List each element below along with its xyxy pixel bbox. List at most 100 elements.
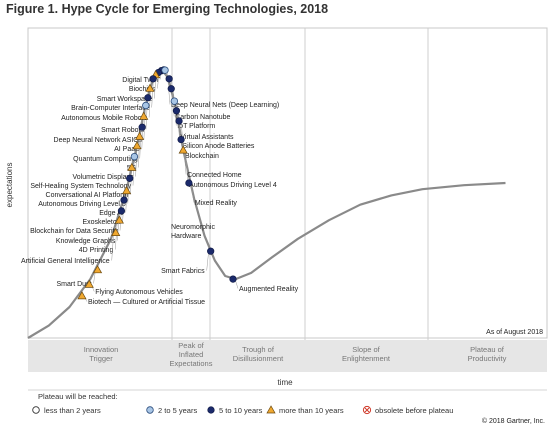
legend-marker-lt2 [32, 406, 40, 414]
point-autonomous-mobile-robots [149, 75, 157, 83]
legend-label-2to5: 2 to 5 years [158, 406, 197, 415]
point-augmented-reality [229, 275, 237, 283]
point-edge-ai [126, 174, 134, 182]
point-smart-fabrics [207, 247, 215, 255]
copyright: © 2018 Gartner, Inc. [482, 417, 545, 425]
leader-line [122, 190, 125, 222]
as-of-note: As of August 2018 [486, 329, 543, 336]
point-smart-dust-label: Smart Dust [57, 281, 92, 288]
phase-label-2: Inflated [179, 350, 204, 359]
point-carbon-nanotube [165, 75, 173, 83]
point-autonomous-mobile-robots-label: Autonomous Mobile Robots [61, 115, 147, 122]
legend-marker-obs [364, 407, 370, 413]
phase-label-3: Trough of [242, 345, 275, 354]
point-digital-twin-label: Digital Twin [122, 77, 158, 84]
legend-title: Plateau will be reached: [38, 392, 118, 401]
leader-line [182, 139, 187, 175]
point-edge-ai-label: Edge AI [99, 210, 124, 217]
point-autonomous-driving-level-4 [178, 145, 188, 154]
point-connected-home-label: Connected Home [187, 172, 242, 179]
phase-label-4: Enlightenment [342, 354, 391, 363]
phase-label-5: Productivity [468, 354, 507, 363]
point-knowledge-graphs-label: Knowledge Graphs [56, 238, 116, 245]
point-iot-platform [167, 85, 175, 93]
figure-title: Figure 1. Hype Cycle for Emerging Techno… [6, 2, 329, 16]
point-connected-home [177, 136, 185, 144]
point-artificial-general-intelligence-label: Artificial General Intelligence [21, 258, 110, 265]
point-volumetric-displays-label: Volumetric Displays [73, 174, 135, 181]
point-4d-printing-label: 4D Printing [79, 247, 114, 254]
point-quantum-computing-label: Quantum Computing [73, 156, 138, 163]
point-silicon-anode-batteries-label: Silicon Anode Batteries [182, 143, 254, 150]
legend-label-5to10: 5 to 10 years [219, 406, 263, 415]
point-autonomous-driving-level-5 [127, 162, 137, 171]
point-smart-fabrics-label: Smart Fabrics [161, 268, 205, 275]
point-ai-paas [142, 101, 150, 110]
point-autonomous-driving-level-4-label: Autonomous Driving Level 4 [189, 182, 277, 189]
point-brain-computer-interface-label: Brain-Computer Interface [71, 105, 150, 112]
point-4d-printing [114, 215, 124, 224]
point-augmented-reality-label: Augmented Reality [239, 286, 299, 293]
point-smart-robots-label: Smart Robots [101, 127, 144, 134]
legend-marker-5to10 [207, 406, 215, 414]
x-axis-label: time [277, 378, 293, 387]
point-artificial-general-intelligence [111, 227, 121, 236]
leader-line [125, 178, 128, 213]
point-knowledge-graphs [117, 207, 126, 215]
point-deep-neural-network-asics-label: Deep Neural Network ASICs [54, 137, 143, 144]
point-blockchain-for-data-security [120, 196, 128, 204]
point-blockchain-for-data-security-label: Blockchain for Data Security [30, 228, 118, 235]
leader-line [190, 182, 195, 203]
point-iot-platform-label: IoT Platform [177, 123, 215, 130]
phase-label-1: Innovation [84, 345, 119, 354]
legend-label-lt2: less than 2 years [44, 406, 101, 415]
leader-line [111, 232, 114, 261]
leader-line [132, 145, 136, 186]
neuromorphic-label: Hardware [171, 233, 201, 240]
legend-marker-gt10 [266, 405, 276, 414]
point-blockchain-label: Blockchain [185, 153, 219, 160]
point-silicon-anode-batteries [172, 107, 181, 115]
point-virtual-assistants-label: Virtual Assistants [180, 134, 234, 141]
point-self-healing-system-technology-label: Self-Healing System Technology [30, 183, 131, 190]
point-mixed-reality-label: Mixed Reality [195, 200, 238, 207]
phase-label-1: Trigger [89, 354, 113, 363]
point-autonomous-driving-level-5-label: Autonomous Driving Level 5 [38, 201, 126, 208]
point-virtual-assistants [170, 97, 179, 105]
point-volumetric-displays [134, 131, 145, 140]
point-exoskeleton [122, 186, 132, 195]
point-biotech-cultured-or-artificial-tissue [77, 291, 87, 300]
leader-line [184, 150, 189, 185]
point-ai-paas-label: AI PaaS [114, 146, 140, 153]
point-deep-neural-nets-deep-learning-label: Deep Neural Nets (Deep Learning) [171, 102, 279, 109]
phase-label-4: Slope of [352, 345, 380, 354]
phase-label-3: Disillusionment [233, 354, 284, 363]
leader-line [119, 200, 123, 231]
point-deep-neural-network-asics [144, 94, 152, 102]
neuromorphic-label: Neuromorphic [171, 224, 215, 231]
point-5g [138, 123, 146, 131]
point-blockchain [175, 117, 183, 125]
point-quantum-computing [139, 111, 149, 120]
y-axis-label: expectations [5, 163, 14, 208]
point-deep-neural-nets-deep-learning [161, 66, 169, 74]
legend-marker-2to5 [146, 406, 154, 414]
phase-label-2: Expectations [170, 359, 213, 368]
point-mixed-reality [185, 179, 193, 187]
legend-label-obs: obsolete before plateau [375, 406, 453, 415]
legend-label-gt10: more than 10 years [279, 406, 344, 415]
point-flying-autonomous-vehicles [84, 279, 94, 288]
point-conversational-ai-platform-label: Conversational AI Platform [46, 192, 129, 199]
point-smart-workspace-label: Smart Workspace [97, 96, 153, 103]
plot-frame [27, 27, 548, 339]
phase-label-5: Plateau of [470, 345, 505, 354]
point-conversational-ai-platform [130, 152, 139, 161]
point-carbon-nanotube-label: Carbon Nanotube [175, 114, 230, 121]
point-exoskeleton-label: Exoskeleton [82, 219, 120, 226]
phase-band [28, 340, 547, 372]
point-biotech-cultured-or-artificial-tissue-label: Biotech — Cultured or Artificial Tissue [88, 299, 205, 306]
point-smart-robots [145, 83, 155, 92]
point-biochips-label: Biochips [129, 86, 156, 93]
leader-line [172, 88, 177, 126]
